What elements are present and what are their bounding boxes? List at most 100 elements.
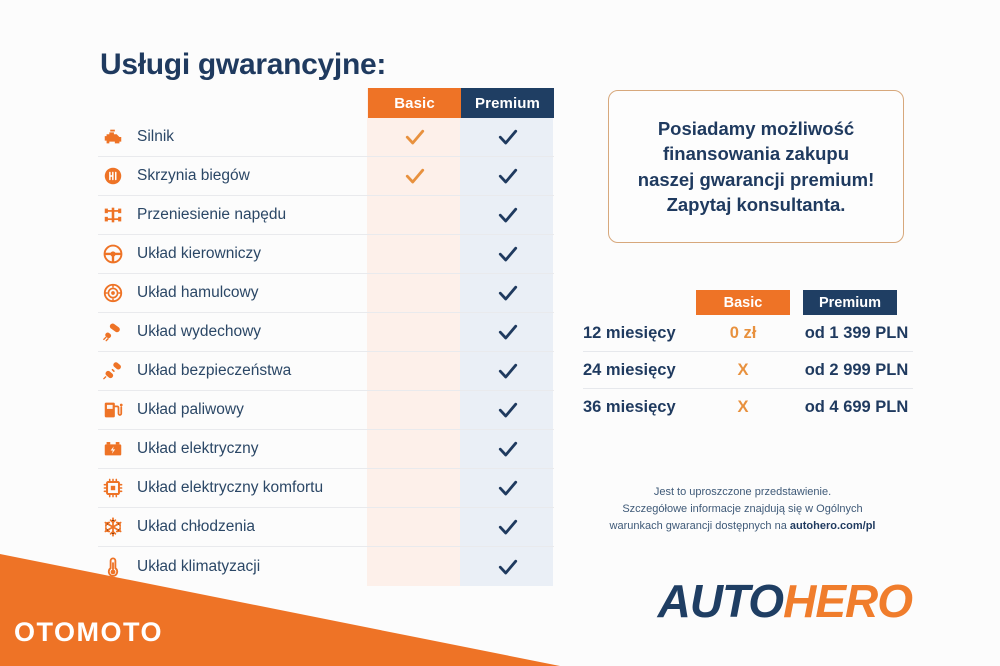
- financing-callout-text: Posiadamy możliwość finansowania zakupu …: [637, 117, 875, 215]
- premium-cell: [461, 313, 554, 351]
- footnote-disclaimer: Jest to uproszczone przedstawienie. Szcz…: [570, 484, 915, 535]
- pricing-table-header: Basic Premium: [583, 290, 913, 315]
- autohero-logo-auto: AUTO: [657, 575, 784, 627]
- premium-cell: [461, 391, 554, 429]
- check-icon: [497, 439, 519, 459]
- premium-cell: [461, 157, 554, 195]
- check-icon: [497, 283, 519, 303]
- check-icon: [497, 361, 519, 381]
- service-label: Układ chłodzenia: [137, 518, 256, 535]
- premium-cell: [461, 196, 554, 234]
- service-label: Układ kierowniczy: [137, 245, 262, 262]
- basic-cell: [368, 547, 461, 586]
- basic-cell: [368, 196, 461, 234]
- check-icon: [497, 166, 519, 186]
- financing-callout-box: Posiadamy możliwość finansowania zakupu …: [608, 90, 904, 243]
- pricing-period: 36 miesięcy: [583, 398, 676, 416]
- service-label-cell: Układ klimatyzacji: [98, 556, 368, 578]
- check-icon: [497, 400, 519, 420]
- premium-cell: [461, 547, 554, 586]
- exhaust-icon: [102, 321, 124, 343]
- check-icon: [404, 166, 426, 186]
- autohero-website-link[interactable]: autohero.com/pl: [789, 520, 876, 533]
- service-label-cell: Układ chłodzenia: [98, 516, 368, 538]
- basic-cell: [368, 313, 461, 351]
- service-label: Układ elektryczny: [137, 440, 259, 457]
- services-rows: Silnik Skrzynia biegów Przeniesienie napęd…: [98, 118, 554, 586]
- service-label-cell: Układ bezpieczeństwa: [98, 360, 368, 382]
- service-label: Układ wydechowy: [137, 323, 262, 340]
- table-row: Skrzynia biegów: [98, 157, 554, 196]
- check-icon: [497, 557, 519, 577]
- fuel-pump-icon: [102, 399, 124, 421]
- service-label: Układ elektryczny komfortu: [137, 479, 324, 496]
- basic-cell: [368, 118, 461, 156]
- basic-cell: [368, 430, 461, 468]
- footnote-line-2: Szczegółowe informacje znajdują się w Og…: [622, 503, 863, 516]
- table-row: Przeniesienie napędu: [98, 196, 554, 235]
- service-label-cell: Układ hamulcowy: [98, 282, 368, 304]
- footnote-line-3: warunkach gwarancji dostępnych na autohe…: [570, 518, 915, 535]
- chip-icon: [102, 477, 124, 499]
- autohero-logo-hero: HERO: [783, 575, 913, 627]
- service-label: Skrzynia biegów: [137, 167, 250, 184]
- check-icon: [497, 517, 519, 537]
- pricing-period: 12 miesięcy: [583, 323, 676, 342]
- table-row: Układ bezpieczeństwa: [98, 352, 554, 391]
- pricing-basic-value: X: [737, 398, 749, 416]
- page-title: Usługi gwarancyjne:: [100, 48, 387, 81]
- basic-cell: [368, 508, 461, 546]
- basic-column-band: [367, 88, 460, 586]
- service-label-cell: Układ elektryczny komfortu: [98, 477, 368, 499]
- pricing-row: 12 miesięcy 0 zł od 1 399 PLN: [583, 315, 913, 352]
- table-row: Układ wydechowy: [98, 313, 554, 352]
- premium-cell: [461, 235, 554, 273]
- service-label-cell: Układ elektryczny: [98, 438, 368, 460]
- basic-cell: [368, 352, 461, 390]
- pricing-header-spacer: [583, 290, 696, 315]
- gearbox-icon: [102, 165, 124, 187]
- table-row: Układ elektryczny komfortu: [98, 469, 554, 508]
- table-row: Układ elektryczny: [98, 430, 554, 469]
- pricing-table: Basic Premium 12 miesięcy 0 zł od 1 399 PL…: [583, 290, 913, 426]
- footnote-line-3-prefix: warunkach gwarancji dostępnych na: [609, 520, 790, 533]
- basic-cell: [368, 157, 461, 195]
- service-label: Układ klimatyzacji: [137, 557, 261, 575]
- pricing-premium-value: od 4 699 PLN: [804, 398, 909, 416]
- pricing-header-basic: Basic: [696, 290, 790, 315]
- check-icon: [404, 127, 426, 147]
- service-label-cell: Układ wydechowy: [98, 321, 368, 343]
- basic-cell: [368, 469, 461, 507]
- services-comparison-table: Basic Premium Silnik Skrzynia biegów Przen…: [98, 88, 554, 586]
- service-label: Układ hamulcowy: [137, 284, 259, 301]
- service-label: Przeniesienie napędu: [137, 206, 287, 223]
- pricing-header-premium: Premium: [803, 290, 897, 315]
- service-label-cell: Przeniesienie napędu: [98, 204, 368, 226]
- check-icon: [497, 127, 519, 147]
- table-row: Silnik: [98, 118, 554, 157]
- engine-icon: [102, 126, 124, 148]
- column-header-premium: Premium: [461, 88, 554, 118]
- otomoto-logo: OTOMOTO: [14, 617, 164, 647]
- basic-cell: [368, 235, 461, 273]
- footnote-line-1: Jest to uproszczone przedstawienie.: [653, 486, 832, 498]
- premium-cell: [461, 118, 554, 156]
- pricing-basic-value: X: [737, 360, 749, 379]
- services-table-header: Basic Premium: [98, 88, 554, 118]
- steering-wheel-icon: [102, 243, 124, 265]
- service-label-cell: Układ kierowniczy: [98, 243, 368, 265]
- table-row: Układ klimatyzacji: [98, 547, 554, 586]
- service-label-cell: Skrzynia biegów: [98, 165, 368, 187]
- basic-cell: [368, 274, 461, 312]
- pricing-premium-value: od 1 399 PLN: [804, 323, 909, 342]
- check-icon: [497, 478, 519, 498]
- table-row: Układ hamulcowy: [98, 274, 554, 313]
- premium-cell: [461, 274, 554, 312]
- pricing-period: 24 miesięcy: [583, 360, 676, 379]
- service-label: Silnik: [137, 128, 175, 145]
- thermometer-icon: [102, 556, 124, 578]
